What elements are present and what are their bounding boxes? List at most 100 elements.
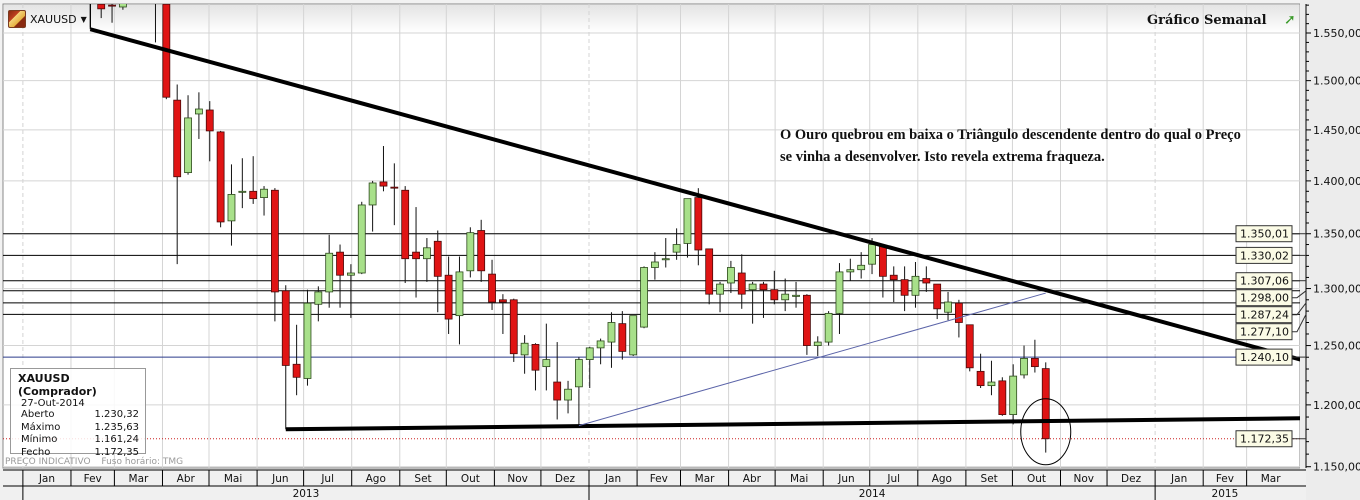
candle-body-up xyxy=(596,340,605,349)
candle-body-down xyxy=(933,283,942,310)
candle-body-up xyxy=(303,302,312,379)
plot-area xyxy=(2,3,1301,469)
candle xyxy=(998,377,1007,416)
candle-body-down xyxy=(216,131,225,223)
candle-body-down xyxy=(1041,368,1050,440)
candle-body-up xyxy=(564,388,572,401)
symbol-selector[interactable]: XAUUSD ▼ xyxy=(8,10,87,28)
candle-body-up xyxy=(607,322,616,343)
level-tag-box xyxy=(1235,348,1293,366)
candle-body-down xyxy=(477,230,486,272)
candle xyxy=(640,266,648,329)
candle-body-up xyxy=(1020,357,1028,376)
candle xyxy=(368,180,377,232)
level-price-tag: 1.172,35 xyxy=(1235,430,1306,448)
candle xyxy=(792,281,800,308)
candle xyxy=(857,252,866,279)
gold-bar-icon xyxy=(8,10,26,28)
info-row-open: Aberto 1.230,32 xyxy=(11,409,145,422)
level-tag-box xyxy=(1235,430,1293,448)
candle xyxy=(683,198,692,258)
month-label: Set xyxy=(981,473,998,485)
candle-body-up xyxy=(466,232,475,272)
candle xyxy=(119,4,127,10)
candle xyxy=(574,357,583,426)
candle-body-down xyxy=(889,274,898,281)
candle xyxy=(238,158,247,209)
level-tag-box xyxy=(1235,246,1293,264)
highlight-circle xyxy=(1020,398,1072,466)
y-tick-label: 1.200,00 xyxy=(1313,399,1360,412)
candle-body-up xyxy=(455,271,464,317)
candle-body-up xyxy=(1009,375,1018,415)
candle-body-down xyxy=(292,363,301,378)
candle-body-down xyxy=(759,283,768,291)
info-label: Mínimo xyxy=(21,434,58,445)
level-price-tag: 1.330,02 xyxy=(1235,246,1306,264)
candle xyxy=(184,95,192,175)
candle-body-up xyxy=(857,264,866,271)
candle-body-down xyxy=(878,245,887,277)
month-label: Mar xyxy=(129,473,149,485)
candle-body-down xyxy=(336,251,344,276)
info-value: 1.235,63 xyxy=(94,421,139,433)
candle xyxy=(347,264,355,318)
chevron-down-icon: ▼ xyxy=(80,14,87,24)
candle xyxy=(477,219,486,282)
y-tick-label: 1.350,00 xyxy=(1313,228,1360,241)
candle xyxy=(824,311,833,346)
y-tick-label: 1.400,00 xyxy=(1313,175,1360,188)
month-label: Out xyxy=(461,473,480,485)
candle xyxy=(944,291,952,321)
candle xyxy=(813,336,822,357)
candle xyxy=(401,186,410,283)
candle-body-up xyxy=(672,244,681,253)
candle-body-down xyxy=(509,299,518,355)
candle xyxy=(195,92,203,139)
candle-body-up xyxy=(260,188,268,198)
y-tick-label: 1.250,00 xyxy=(1313,340,1360,353)
candle xyxy=(911,261,920,308)
month-label: Mai xyxy=(224,473,242,485)
level-tag-box xyxy=(1235,289,1293,307)
month-label: Mai xyxy=(790,473,808,485)
info-label: Fecho xyxy=(21,446,51,458)
candle-body-up xyxy=(184,117,192,174)
candle-body-up xyxy=(585,347,594,360)
month-label: Jun xyxy=(837,473,854,485)
candle-body-up xyxy=(868,244,876,265)
month-label: Nov xyxy=(1074,473,1095,485)
candle xyxy=(455,256,464,345)
candle-body-down xyxy=(488,273,496,303)
y-tick-label: 1.450,00 xyxy=(1313,124,1360,137)
candle xyxy=(585,346,594,389)
candle-body-up xyxy=(987,381,996,387)
candle-body-down xyxy=(618,323,627,352)
month-label: Jul xyxy=(886,473,900,485)
month-label: Ago xyxy=(366,473,386,485)
candle xyxy=(954,299,963,338)
candle xyxy=(596,338,605,365)
trend-up-arrow-icon[interactable]: ➚ xyxy=(1284,12,1296,28)
info-label: Aberto xyxy=(21,409,55,420)
level-tag-label: 1.350,01 xyxy=(1240,228,1289,241)
year-label: 2013 xyxy=(293,488,320,500)
info-row-low: Mínimo 1.161,24 xyxy=(11,434,145,447)
candle-body-up xyxy=(835,271,844,314)
y-tick-label: 1.500,00 xyxy=(1313,75,1360,88)
level-tag-box xyxy=(1235,225,1293,243)
candle-body-up xyxy=(119,4,127,8)
month-label: Fev xyxy=(650,473,668,485)
chart-footer: PREÇO INDICATIVO Fuso horário: TMG xyxy=(5,457,191,468)
candle xyxy=(173,84,182,265)
candle-body-down xyxy=(444,274,453,320)
candle-body-down xyxy=(1030,357,1039,368)
candle-body-up xyxy=(130,0,137,1)
candle xyxy=(227,164,236,246)
candle xyxy=(1020,345,1028,379)
candle xyxy=(781,278,790,312)
candle xyxy=(922,266,931,292)
month-label: Jul xyxy=(320,473,334,485)
month-label: Out xyxy=(1027,473,1046,485)
